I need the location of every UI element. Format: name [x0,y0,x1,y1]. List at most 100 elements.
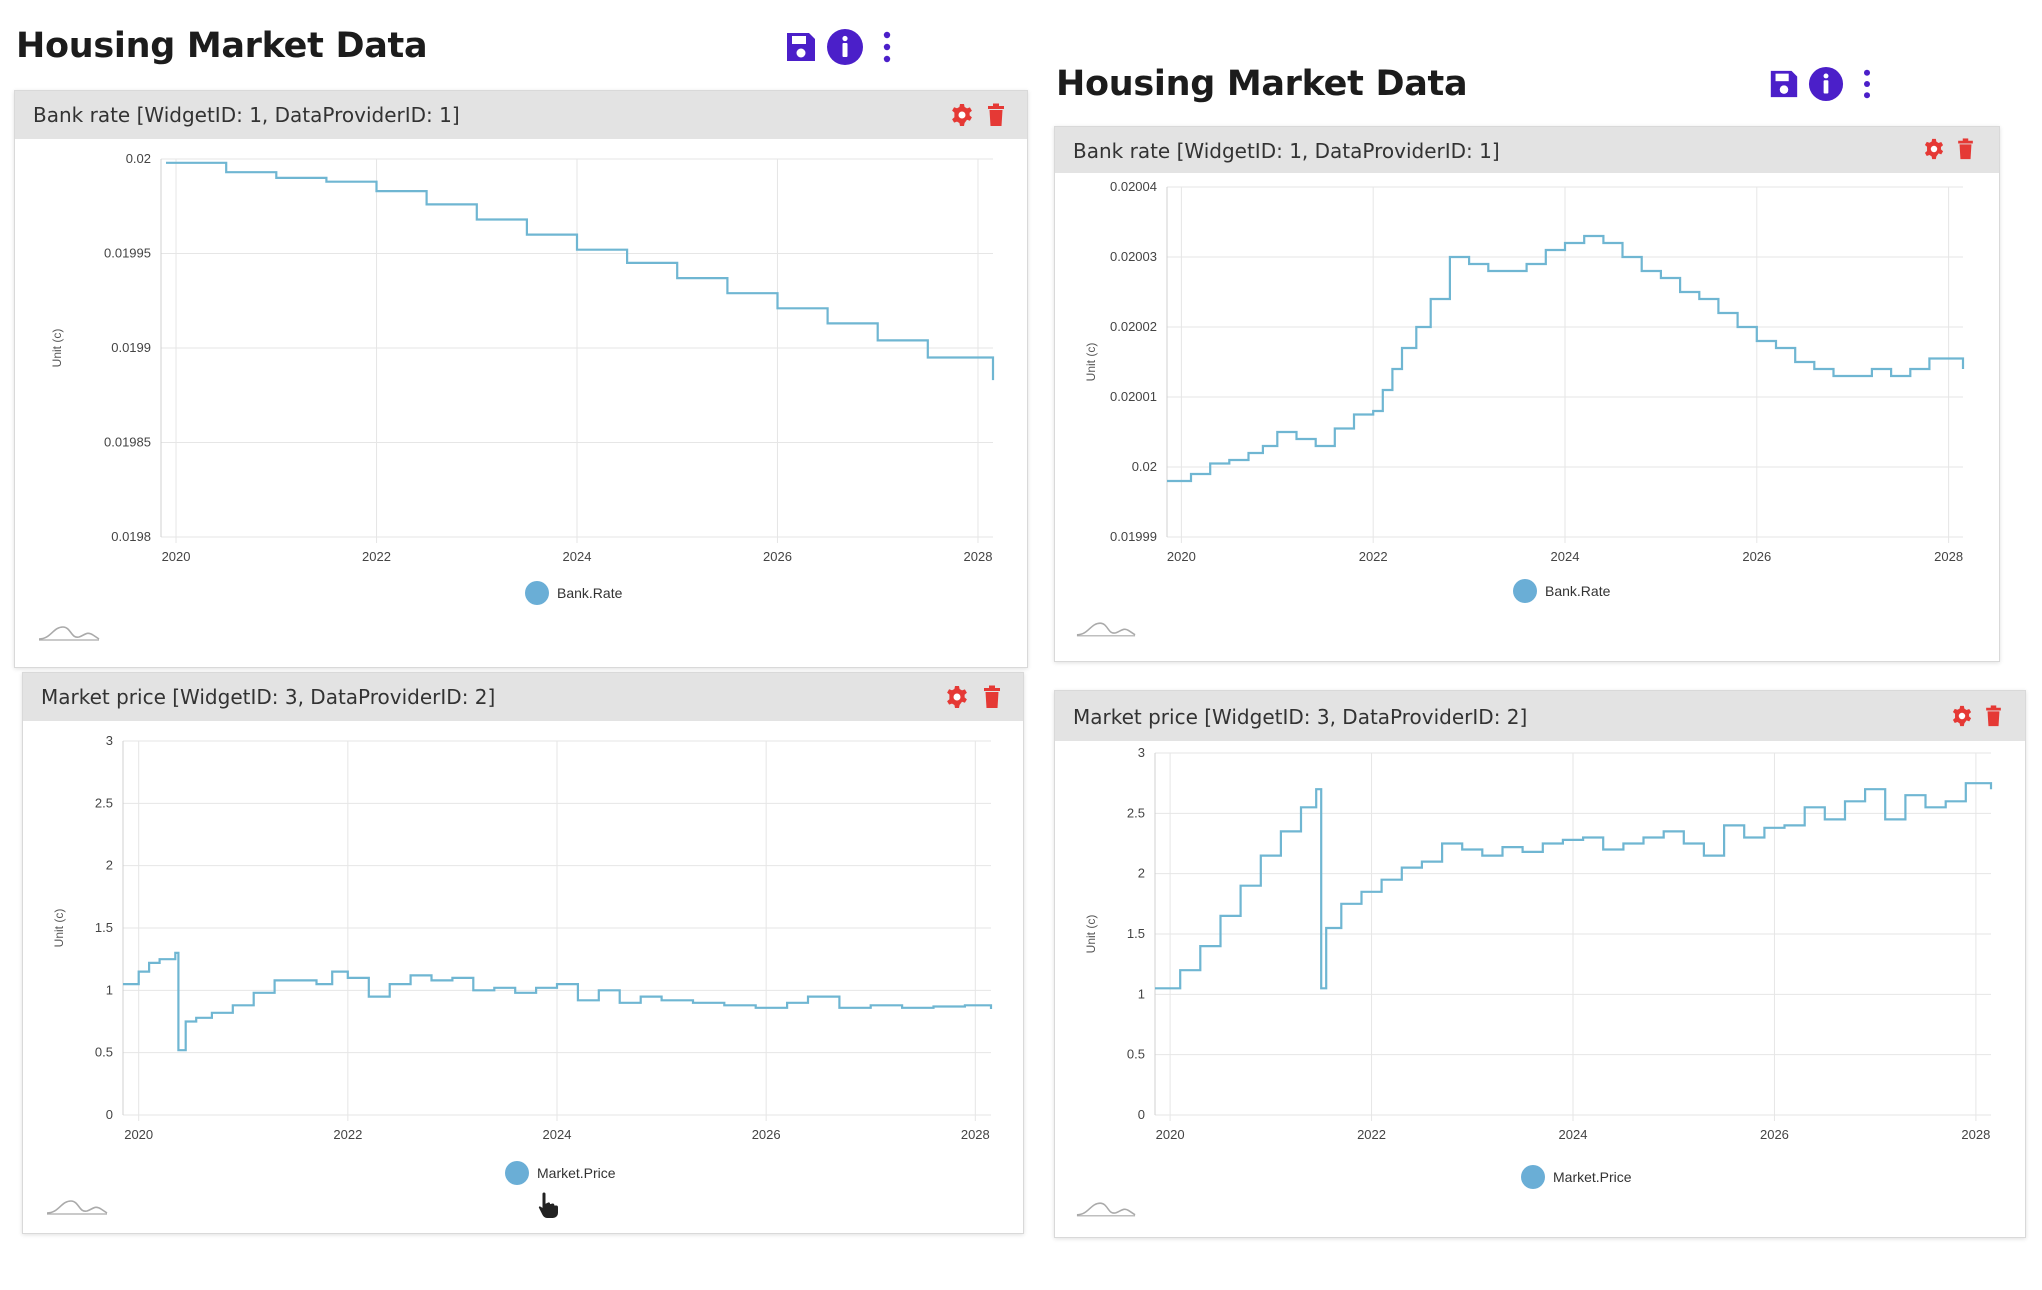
x-tick-label: 2028 [1934,549,1963,564]
y-tick-label: 2 [106,858,113,873]
trash-icon[interactable] [983,685,1001,709]
info-icon[interactable] [826,28,864,66]
x-tick-label: 2028 [964,549,993,564]
widget-market-price: Market price [WidgetID: 3, DataProviderI… [22,672,1024,1234]
x-tick-label: 2026 [752,1127,781,1142]
y-axis-label: Unit (c) [50,329,64,368]
y-tick-label: 0.02 [1132,459,1157,474]
reset-zoom-icon[interactable] [37,623,101,643]
legend-label: Bank.Rate [1545,583,1611,599]
x-tick-label: 2026 [1760,1127,1789,1142]
x-tick-label: 2028 [1961,1127,1990,1142]
legend-marker [1513,579,1537,603]
dashboard-right: Housing Market Data Bank rate [WidgetID:… [1040,30,2030,1260]
y-tick-label: 0.5 [95,1045,113,1060]
y-axis-label: Unit (c) [1084,343,1098,382]
x-tick-label: 2028 [961,1127,990,1142]
y-tick-label: 0.0199 [111,340,151,355]
x-tick-label: 2024 [563,549,592,564]
x-tick-label: 2026 [763,549,792,564]
widget-header: Market price [WidgetID: 3, DataProviderI… [1055,691,2025,741]
info-icon[interactable] [1808,66,1844,102]
y-tick-label: 0.01995 [104,246,151,261]
series-line [123,951,993,1052]
chart-market-price-left: 0 0.5 1 1.5 2 2.5 3 2020 2022 2024 2026 2028 Unit (c… [52,733,993,1185]
series-line [166,161,995,381]
page-title: Housing Market Data [1056,64,1468,104]
series-line [1167,234,1965,483]
reset-zoom-icon[interactable] [1075,1199,1137,1219]
y-tick-label: 1 [1138,986,1145,1001]
chart-market-price-right: 0 0.5 1 1.5 2 2.5 3 2020 2022 2024 2026 2028 Unit (c… [1084,745,1993,1189]
trash-icon[interactable] [1985,705,2002,727]
save-icon[interactable] [1768,68,1800,100]
legend-marker [505,1161,529,1185]
y-axis-label: Unit (c) [1084,915,1098,954]
y-tick-label: 0.02 [126,151,151,166]
page-title: Housing Market Data [16,26,428,66]
widget-title: Bank rate [WidgetID: 1, DataProviderID: … [1073,139,1500,163]
x-tick-label: 2020 [1167,549,1196,564]
y-tick-label: 0.5 [1127,1047,1145,1062]
gear-icon[interactable] [950,103,974,127]
x-tick-label: 2024 [1551,549,1580,564]
y-tick-label: 1.5 [95,920,113,935]
x-tick-label: 2022 [1359,549,1388,564]
more-vertical-icon[interactable] [880,30,894,64]
series-line [1155,782,1993,990]
save-icon[interactable] [784,30,818,64]
dashboard-left: Housing Market Data Bank rate [WidgetID:… [0,0,1030,1260]
y-tick-label: 0 [1138,1107,1145,1122]
y-tick-label: 0.02004 [1110,179,1157,194]
chart-bank-rate-left: 0.0198 0.01985 0.0199 0.01995 0.02 2020 2022 20… [50,151,995,605]
hand-cursor-icon [537,1191,559,1219]
widget-title: Bank rate [WidgetID: 1, DataProviderID: … [33,103,460,127]
widget-header: Bank rate [WidgetID: 1, DataProviderID: … [15,91,1027,139]
y-tick-label: 0.0198 [111,529,151,544]
gear-icon[interactable] [1951,705,1973,727]
y-tick-label: 2.5 [1127,805,1145,820]
y-tick-label: 1.5 [1127,926,1145,941]
y-tick-label: 0 [106,1107,113,1122]
legend-label: Market.Price [537,1165,616,1181]
y-tick-label: 0.01999 [1110,529,1157,544]
trash-icon[interactable] [1957,138,1974,160]
y-tick-label: 1 [106,982,113,997]
y-tick-label: 2 [1138,866,1145,881]
x-tick-label: 2020 [124,1127,153,1142]
gear-icon[interactable] [945,685,969,709]
x-tick-label: 2024 [1559,1127,1588,1142]
y-tick-label: 2.5 [95,795,113,810]
widget-bank-rate: Bank rate [WidgetID: 1, DataProviderID: … [14,90,1028,668]
widget-header: Bank rate [WidgetID: 1, DataProviderID: … [1055,127,1999,173]
x-tick-label: 2022 [1357,1127,1386,1142]
y-axis-label: Unit (c) [52,909,66,948]
widget-market-price: Market price [WidgetID: 3, DataProviderI… [1054,690,2026,1238]
x-tick-label: 2022 [362,549,391,564]
x-tick-label: 2020 [162,549,191,564]
y-tick-label: 0.01985 [104,435,151,450]
legend-label: Market.Price [1553,1169,1632,1185]
x-tick-label: 2020 [1156,1127,1185,1142]
widget-title: Market price [WidgetID: 3, DataProviderI… [41,685,496,709]
more-vertical-icon[interactable] [1860,68,1874,100]
legend-marker [525,581,549,605]
y-tick-label: 0.02001 [1110,389,1157,404]
gear-icon[interactable] [1923,138,1945,160]
widget-bank-rate: Bank rate [WidgetID: 1, DataProviderID: … [1054,126,2000,662]
reset-zoom-icon[interactable] [1075,619,1137,639]
y-tick-label: 3 [106,733,113,748]
y-tick-label: 0.02003 [1110,249,1157,264]
y-tick-label: 0.02002 [1110,319,1157,334]
widget-title: Market price [WidgetID: 3, DataProviderI… [1073,705,1528,729]
reset-zoom-icon[interactable] [45,1197,109,1217]
legend-label: Bank.Rate [557,585,623,601]
legend-marker [1521,1165,1545,1189]
widget-header: Market price [WidgetID: 3, DataProviderI… [23,673,1023,721]
y-tick-label: 3 [1138,745,1145,760]
trash-icon[interactable] [987,103,1005,127]
x-tick-label: 2026 [1742,549,1771,564]
chart-bank-rate-right: 0.01999 0.02 0.02001 0.02002 0.02003 0.02004 2… [1084,179,1965,603]
x-tick-label: 2022 [333,1127,362,1142]
x-tick-label: 2024 [543,1127,572,1142]
